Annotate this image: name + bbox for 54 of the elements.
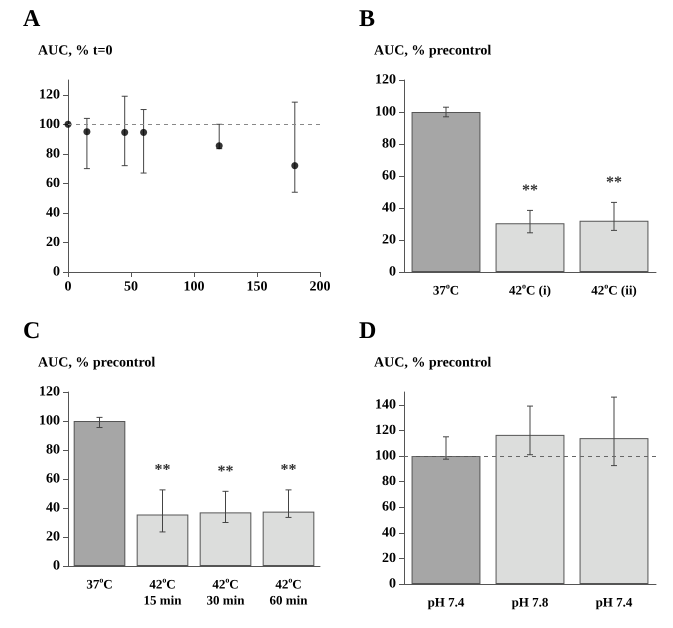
y-tick-label: 20 [382,550,396,566]
point [64,120,72,128]
y-tick-label: 40 [46,205,60,220]
y-tick-label: 120 [375,422,396,438]
point [83,128,90,136]
annotation: ** [218,462,234,480]
x-tick-label: 50 [124,280,138,294]
y-tick-label: 0 [53,264,60,280]
point [291,162,298,170]
y-tick-label: 60 [382,168,396,184]
y-tick-label: 60 [46,472,60,486]
y-tick-label: 20 [46,530,60,544]
y-axis-title: AUC, % precontrol [38,356,156,370]
chart-title: B [359,6,376,32]
annotation: ** [522,182,538,199]
y-tick-label: 40 [382,200,396,216]
y-tick-label: 100 [375,448,396,464]
annotation: ** [280,461,296,478]
y-tick-label: 120 [39,87,60,102]
y-tick-label: 80 [46,442,60,458]
y-tick-label: 40 [382,525,396,540]
chart-title: D [359,318,376,344]
y-axis-title: AUC, % precontrol [374,356,492,370]
x-tick-label: pH 7.4 [596,594,633,610]
y-tick-label: 80 [382,136,396,152]
y-tick-label: 80 [382,474,396,490]
y-axis-title: AUC, % t=0 [38,44,112,58]
y-tick-label: 40 [46,500,60,516]
x-tick-label: 0 [64,280,72,294]
x-tick-label: 150 [246,280,268,294]
y-tick-label: 140 [375,397,396,412]
y-axis-title: AUC, % precontrol [374,44,492,58]
x-tick-label: pH 7.4 [428,594,465,610]
y-tick-label: 20 [382,232,396,248]
y-tick-label: 100 [39,414,60,428]
y-tick-label: 60 [382,500,396,515]
y-tick-label: 120 [39,384,60,400]
point [121,128,128,136]
annotation: ** [606,174,622,191]
x-tick-label: 100 [184,280,204,294]
y-tick-label: 0 [389,264,396,280]
point [140,128,148,136]
y-tick-label: 80 [46,146,60,162]
x-tick-label: 200 [310,280,330,294]
y-tick-label: 100 [375,104,396,120]
chart-title: C [23,318,40,344]
y-tick-label: 100 [39,116,60,132]
chart-title: A [23,6,41,32]
y-tick-label: 120 [375,72,396,88]
x-tick-label: pH 7.8 [512,594,549,610]
y-tick-label: 0 [53,558,60,574]
y-tick-label: 20 [46,234,60,250]
y-tick-label: 60 [46,176,60,191]
annotation: ** [154,461,170,478]
